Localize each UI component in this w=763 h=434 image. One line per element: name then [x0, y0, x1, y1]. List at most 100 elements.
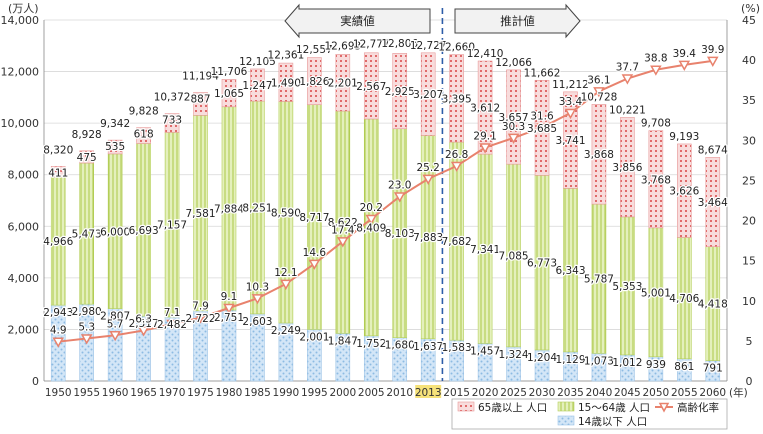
- bar-elderly: [563, 91, 578, 189]
- data-label-working: 8,717: [299, 212, 329, 224]
- x-tick-label: 2013: [415, 387, 442, 399]
- data-label-aging-rate: 39.4: [673, 48, 697, 60]
- legend-working-label: 15～64歳 人口: [578, 402, 650, 414]
- y-right-tick-label: 40: [742, 54, 756, 67]
- data-label-elderly: 3,464: [698, 197, 728, 209]
- bar-elderly: [164, 113, 180, 133]
- data-label-elderly: 1,065: [214, 88, 244, 100]
- data-label-working: 6,773: [527, 258, 557, 270]
- data-label-aging-rate: 17.4: [331, 224, 355, 236]
- data-label-young: 2,943: [43, 307, 73, 319]
- data-label-young: 1,752: [356, 338, 386, 350]
- data-label-young: 1,847: [328, 335, 358, 347]
- data-label-total: 11,662: [524, 67, 561, 79]
- x-tick-label: 2050: [642, 387, 669, 399]
- x-tick-label: 1950: [45, 387, 72, 399]
- line-point: [678, 60, 691, 71]
- data-label-total: 12,410: [467, 48, 504, 60]
- data-label-working: 7,581: [185, 208, 215, 220]
- x-tick-label: 1970: [159, 387, 186, 399]
- data-label-total: 12,066: [495, 57, 532, 69]
- data-label-working: 6,000: [100, 226, 130, 238]
- data-label-working: 7,682: [442, 236, 472, 248]
- data-label-elderly: 887: [190, 93, 210, 105]
- data-label-total: 12,693: [324, 41, 361, 53]
- data-label-total: 11,212: [552, 79, 589, 91]
- line-point: [280, 279, 292, 290]
- highlight-year-box: [415, 385, 442, 398]
- data-label-working: 7,085: [499, 251, 529, 263]
- line-point: [308, 259, 321, 270]
- line-point: [393, 192, 406, 203]
- axes: 0 2,000 4,000 6,000 8,000 10,000 12,000 14,000 0…: [1, 2, 761, 399]
- line-point: [223, 303, 235, 315]
- data-label-young: 1,073: [584, 355, 614, 367]
- line-point: [52, 337, 65, 348]
- data-label-young: 1,457: [470, 345, 500, 357]
- data-label-total: 12,777: [353, 39, 390, 51]
- data-label-working: 4,966: [43, 236, 73, 248]
- line-point: [706, 56, 719, 67]
- data-label-elderly: 2,925: [385, 86, 415, 98]
- projected-label: 推計値: [500, 14, 535, 28]
- y-right-tick-label: 5: [746, 335, 753, 348]
- bars: [50, 52, 721, 382]
- data-label-aging-rate: 25.2: [416, 162, 439, 174]
- data-label-total: 9,708: [641, 118, 671, 130]
- data-label-working: 5,001: [641, 287, 671, 299]
- data-label-working: 6,343: [555, 265, 585, 277]
- line-point: [109, 331, 121, 342]
- data-label-aging-rate: 26.8: [445, 149, 468, 161]
- data-label-total: 11,706: [211, 66, 248, 78]
- line-point: [564, 108, 577, 120]
- bar-elderly: [107, 139, 123, 155]
- data-label-young: 2,517: [129, 318, 159, 330]
- x-tick-label: 2000: [329, 387, 356, 399]
- data-label-young: 1,583: [442, 342, 472, 354]
- x-tick-label: 2010: [386, 387, 413, 399]
- data-label-young: 1,637: [413, 341, 443, 353]
- data-label-aging-rate: 31.6: [530, 110, 554, 122]
- legend-young-swatch: [557, 415, 575, 426]
- gridlines: [44, 19, 727, 382]
- data-label-working: 8,622: [328, 217, 358, 229]
- data-label-elderly: 1,490: [271, 77, 301, 89]
- bar-elderly: [648, 130, 664, 229]
- x-tick-label: 1960: [102, 387, 129, 399]
- bar-elderly: [506, 69, 521, 165]
- y-right-tick-label: 0: [746, 375, 753, 388]
- data-label-aging-rate: 6.3: [135, 313, 152, 325]
- y-left-tick-label: 8,000: [8, 169, 40, 182]
- data-label-total: 10,221: [609, 104, 646, 116]
- line-point: [507, 133, 520, 144]
- x-tick-label: 2045: [614, 387, 641, 399]
- data-label-total: 9,193: [669, 131, 699, 143]
- bar-elderly: [136, 127, 151, 144]
- bar-elderly: [250, 68, 265, 102]
- bar-elderly: [50, 166, 66, 178]
- x-tick-label: 2060: [699, 387, 726, 399]
- data-label-working: 7,884: [214, 203, 244, 215]
- data-label-elderly: 1,247: [242, 80, 272, 92]
- data-label-total: 9,828: [129, 106, 159, 118]
- y-right-tick-label: 20: [742, 215, 756, 228]
- data-label-young: 1,680: [385, 340, 415, 352]
- data-label-total: 9,342: [100, 118, 130, 130]
- line-point: [450, 161, 463, 173]
- data-label-working: 8,103: [385, 228, 415, 240]
- bar-elderly: [677, 143, 692, 238]
- data-label-working: 7,157: [157, 220, 187, 232]
- data-label-total: 12,660: [438, 42, 475, 54]
- x-tick-label: 1990: [273, 387, 300, 399]
- overlay: 実績値 推計値 2,943 4,966 411 8,320 4.9 2,980 5,473 475…: [42, 3, 729, 381]
- actual-arrow: [284, 3, 431, 39]
- legend-line-label: 高齢化率: [677, 401, 719, 414]
- data-label-aging-rate: 23.0: [388, 179, 411, 191]
- data-label-aging-rate: 37.7: [616, 62, 639, 74]
- y-right-tick-label: 15: [742, 255, 756, 268]
- line-point: [650, 65, 662, 76]
- data-label-young: 2,249: [271, 325, 301, 337]
- projected-arrow: [454, 3, 581, 39]
- data-label-elderly: 3,626: [669, 186, 699, 198]
- data-label-elderly: 3,207: [413, 89, 443, 101]
